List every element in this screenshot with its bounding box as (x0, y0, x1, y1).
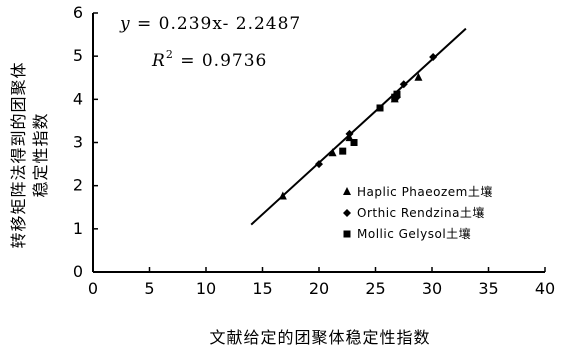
y-tick-label: 1 (73, 219, 83, 238)
diamond-data-point (429, 53, 438, 62)
legend-entry-label: Mollic Gelysol土壤 (357, 226, 471, 241)
y-axis-title-line2: 稳定性指数 (31, 112, 50, 197)
x-tick-label: 30 (422, 279, 442, 298)
legend-triangle-marker (343, 187, 351, 195)
trendline (250, 27, 467, 226)
ticks: 0 5 10 15 20 25 30 35 40 0 1 2 3 4 5 6 (73, 3, 555, 298)
x-tick-label: 5 (144, 279, 154, 298)
x-tick-label: 20 (309, 279, 329, 298)
triangle-data-point (278, 191, 287, 200)
y-tick-label: 2 (73, 176, 83, 195)
y-tick-label: 4 (73, 89, 83, 108)
y-tick-label: 6 (73, 3, 83, 22)
x-tick-label: 15 (252, 279, 272, 298)
r-squared: R2 = 0.9736 (151, 48, 267, 71)
x-tick-label: 35 (478, 279, 498, 298)
triangle-data-point (328, 148, 337, 157)
x-tick-label: 25 (365, 279, 385, 298)
square-data-point (339, 147, 347, 155)
y-axis-title-line1: 转移矩阵法得到的团聚体 (9, 61, 28, 248)
regression-equation: y = 0.239x- 2.2487 (119, 14, 301, 34)
square-data-point (350, 139, 358, 146)
diamond-data-point (315, 160, 323, 169)
square-data-point (376, 104, 384, 112)
y-tick-label: 0 (73, 262, 83, 281)
diamond-data-point (399, 80, 408, 89)
y-tick-label: 5 (73, 46, 83, 65)
diamond-data-point (345, 129, 354, 138)
triangle-data-point (414, 72, 423, 81)
legend-diamond-marker (343, 209, 351, 217)
y-tick-label: 3 (73, 133, 83, 152)
legend-square-marker (343, 230, 351, 238)
legend-entry-label: Haplic Phaeozem土壤 (357, 184, 493, 199)
square-data-point (393, 90, 401, 98)
legend-entry-label: Orthic Rendzina土壤 (357, 205, 485, 220)
legend: Haplic Phaeozem土壤 Orthic Rendzina土壤 Mollic… (343, 184, 493, 241)
x-tick-label: 10 (196, 279, 216, 298)
data-points (278, 53, 438, 200)
x-tick-label: 40 (535, 279, 555, 298)
x-axis-title: 文献给定的团聚体稳定性指数 (209, 328, 430, 347)
x-tick-label: 0 (88, 279, 98, 298)
